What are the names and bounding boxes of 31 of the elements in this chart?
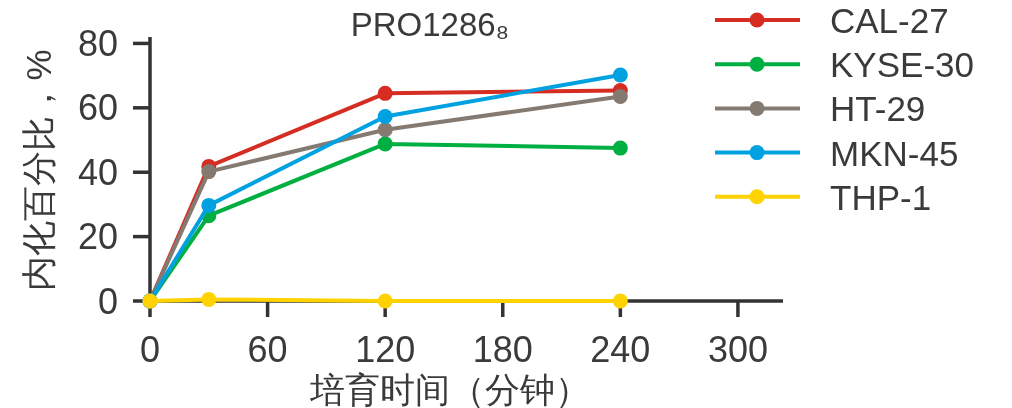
x-tick-label: 60	[247, 329, 288, 370]
point	[612, 140, 628, 156]
legend-label: CAL-27	[830, 0, 949, 40]
x-axis-title: 培育时间（分钟）	[309, 369, 590, 408]
y-tick-label: 0	[97, 280, 118, 322]
legend-label: THP-1	[830, 177, 932, 217]
point	[377, 85, 393, 101]
y-tick-label: 20	[77, 216, 118, 258]
legend-label: KYSE-30	[830, 44, 974, 84]
y-tick-label: 80	[77, 22, 118, 64]
chart-title: PRO1286₈	[350, 6, 510, 43]
x-tick-label: 0	[139, 329, 161, 370]
x-tick-label: 300	[707, 329, 768, 370]
point	[612, 293, 628, 309]
point	[201, 197, 217, 213]
point	[377, 293, 393, 309]
x-tick-label: 120	[355, 329, 416, 370]
y-tick-label: 60	[77, 87, 118, 129]
point	[377, 122, 393, 138]
point	[612, 67, 628, 83]
y-tick-label: 40	[77, 151, 118, 193]
point	[201, 291, 217, 307]
x-tick-label: 240	[590, 329, 651, 370]
point	[377, 136, 393, 152]
y-axis-title: 内化百分比，%	[18, 49, 58, 291]
legend-label: HT-29	[830, 88, 926, 128]
point	[377, 109, 393, 125]
legend-label: MKN-45	[830, 133, 959, 173]
x-tick-label: 180	[472, 329, 533, 370]
point	[612, 89, 628, 105]
point	[201, 164, 217, 180]
